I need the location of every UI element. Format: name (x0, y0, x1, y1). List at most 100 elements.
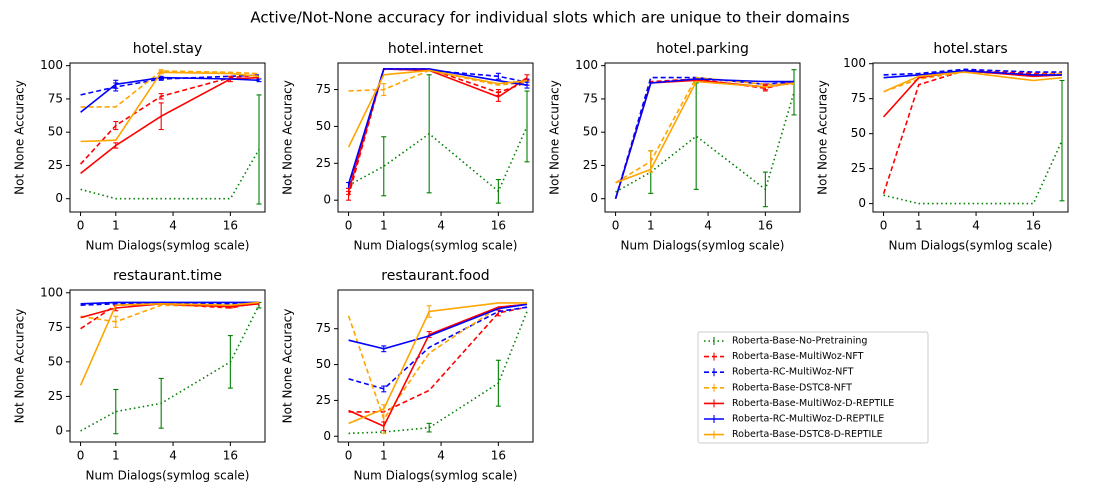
x-tick-label: 16 (223, 449, 238, 463)
y-tick-label: 75 (851, 91, 866, 105)
x-tick-label: 1 (380, 219, 388, 233)
y-tick-label: 50 (316, 357, 331, 371)
x-tick-label: 0 (880, 219, 888, 233)
error-bar (381, 421, 387, 432)
error-bar (791, 69, 797, 116)
y-tick-label: 25 (851, 161, 866, 175)
y-axis-label: Not None Accuracy (816, 80, 830, 195)
legend-label: Roberta-Base-MultiWoz-D-REPTILE (732, 398, 894, 409)
error-bar (113, 120, 119, 131)
axes-frame (337, 289, 534, 443)
x-tick-label: 1 (112, 449, 120, 463)
x-tick-label: 16 (1026, 219, 1041, 233)
series-line (615, 92, 795, 193)
error-bar (113, 315, 119, 328)
y-tick-label: 75 (48, 91, 63, 105)
subplot: hotel.internet Not None Accuracy Num Dialo… (281, 41, 534, 253)
series-line (348, 302, 527, 425)
series-line (347, 68, 528, 186)
subplot-title: hotel.stay (133, 41, 203, 57)
error-bar (381, 83, 387, 97)
y-tick-label: 0 (323, 429, 331, 443)
y-tick-label: 100 (40, 58, 63, 72)
subplot-title: hotel.parking (656, 41, 749, 57)
x-axis-label: Num Dialogs(symlog scale) (889, 239, 1053, 253)
error-bar (1059, 79, 1065, 202)
series-line (347, 68, 528, 185)
series-line (882, 69, 1062, 195)
error-bar (227, 335, 233, 389)
error-bar (495, 72, 501, 80)
x-tick-label: 4 (169, 219, 177, 233)
x-axis-label: Num Dialogs(symlog scale) (354, 469, 518, 483)
x-tick-label: 16 (491, 219, 506, 233)
error-bar (426, 305, 432, 318)
series-line (348, 303, 528, 350)
y-tick-label: 75 (48, 320, 63, 334)
series-line (883, 71, 1063, 93)
x-axis-label: Num Dialogs(symlog scale) (86, 239, 250, 253)
legend-frame (697, 331, 929, 444)
series-line (883, 140, 1063, 205)
legend-label: Roberta-Base-DSTC8-NFT (732, 382, 852, 393)
y-tick-label: 0 (55, 191, 63, 205)
series-line (347, 303, 528, 421)
x-tick-label: 0 (345, 449, 353, 463)
series-line (348, 306, 528, 390)
error-bar (158, 75, 164, 80)
axes-frame (69, 289, 266, 443)
error-bar (113, 388, 119, 435)
x-axis-label: Num Dialogs(symlog scale) (86, 469, 250, 483)
subplot: restaurant.food Not None Accuracy Num Dial… (281, 268, 534, 483)
series-line (80, 149, 260, 200)
x-tick-label: 0 (612, 219, 620, 233)
y-axis-label: Not None Accuracy (281, 80, 295, 195)
legend-label: Roberta-Base-No-Pretraining (732, 336, 867, 347)
series-line (348, 303, 528, 428)
y-tick-label: 25 (48, 389, 63, 403)
y-tick-label: 50 (851, 126, 866, 140)
error-bar (495, 178, 501, 204)
series-line (347, 68, 528, 197)
axes-frame (872, 62, 1069, 213)
legend-label: Roberta-RC-MultiWoz-NFT (732, 367, 854, 378)
series-line (347, 68, 528, 192)
y-tick-label: 0 (590, 191, 598, 205)
y-axis-label: Not None Accuracy (548, 80, 562, 195)
subplot: hotel.parking Not None Accuracy Num Dialog… (548, 41, 801, 253)
y-tick-label: 100 (843, 56, 866, 70)
x-tick-label: 1 (112, 219, 120, 233)
x-tick-label: 0 (77, 449, 85, 463)
series-line (615, 80, 795, 184)
error-bar (524, 81, 530, 89)
x-axis-label: Num Dialogs(symlog scale) (621, 239, 785, 253)
error-bar (158, 102, 164, 131)
y-tick-label: 75 (316, 321, 331, 335)
x-tick-label: 16 (758, 219, 773, 233)
y-tick-label: 0 (323, 193, 331, 207)
subplot-title: hotel.internet (388, 41, 484, 57)
x-tick-label: 1 (647, 219, 655, 233)
x-tick-label: 4 (704, 219, 712, 233)
subplot-title: hotel.stars (933, 41, 1007, 57)
subplot: restaurant.time Not None Accuracy Num Dial… (13, 268, 266, 483)
y-tick-label: 0 (55, 423, 63, 437)
series-line (615, 76, 794, 184)
error-bar (762, 171, 768, 208)
error-bar (426, 422, 432, 433)
y-tick-label: 25 (316, 156, 331, 170)
axes-frame (604, 62, 801, 213)
series-line (80, 301, 259, 305)
y-axis-label: Not None Accuracy (13, 309, 27, 424)
x-tick-label: 16 (491, 449, 506, 463)
series-line (883, 68, 1062, 76)
x-tick-label: 4 (437, 449, 445, 463)
x-tick-label: 0 (77, 219, 85, 233)
error-bar (495, 91, 501, 102)
y-tick-label: 75 (583, 91, 598, 105)
error-bar (524, 90, 530, 163)
y-tick-label: 50 (583, 125, 598, 139)
x-tick-label: 4 (169, 449, 177, 463)
series-line (347, 69, 528, 148)
